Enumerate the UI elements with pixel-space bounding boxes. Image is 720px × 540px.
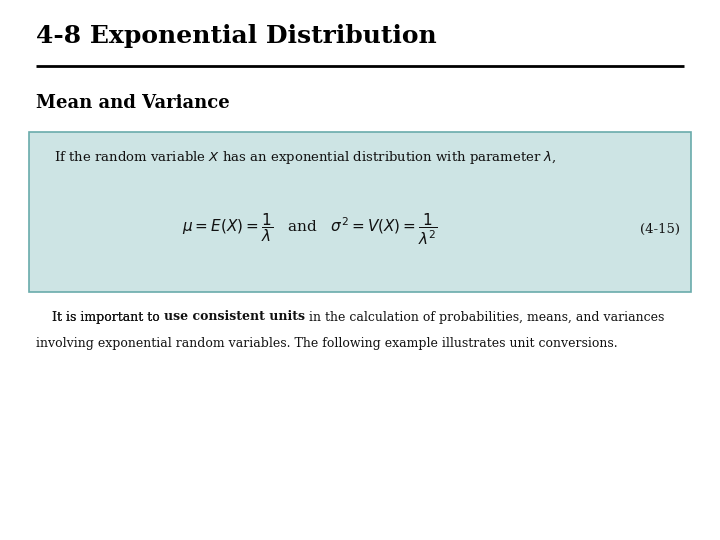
- Text: Mean and Variance: Mean and Variance: [36, 94, 230, 112]
- Text: If the random variable $X$ has an exponential distribution with parameter $\lamb: If the random variable $X$ has an expone…: [54, 148, 557, 165]
- Text: use consistent units: use consistent units: [163, 310, 305, 323]
- Text: 4-8 Exponential Distribution: 4-8 Exponential Distribution: [36, 24, 437, 48]
- Text: involving exponential random variables. The following example illustrates unit c: involving exponential random variables. …: [36, 338, 618, 350]
- FancyBboxPatch shape: [29, 132, 691, 292]
- Text: $\mu = E(X) = \dfrac{1}{\lambda}$   and   $\sigma^2 = V(X) = \dfrac{1}{\lambda^2: $\mu = E(X) = \dfrac{1}{\lambda}$ and $\…: [181, 212, 438, 247]
- Text: (4-15): (4-15): [640, 223, 680, 236]
- Text: in the calculation of probabilities, means, and variances: in the calculation of probabilities, mea…: [305, 310, 664, 323]
- Text: It is important to: It is important to: [36, 310, 163, 323]
- Text: It is important to: It is important to: [36, 310, 163, 323]
